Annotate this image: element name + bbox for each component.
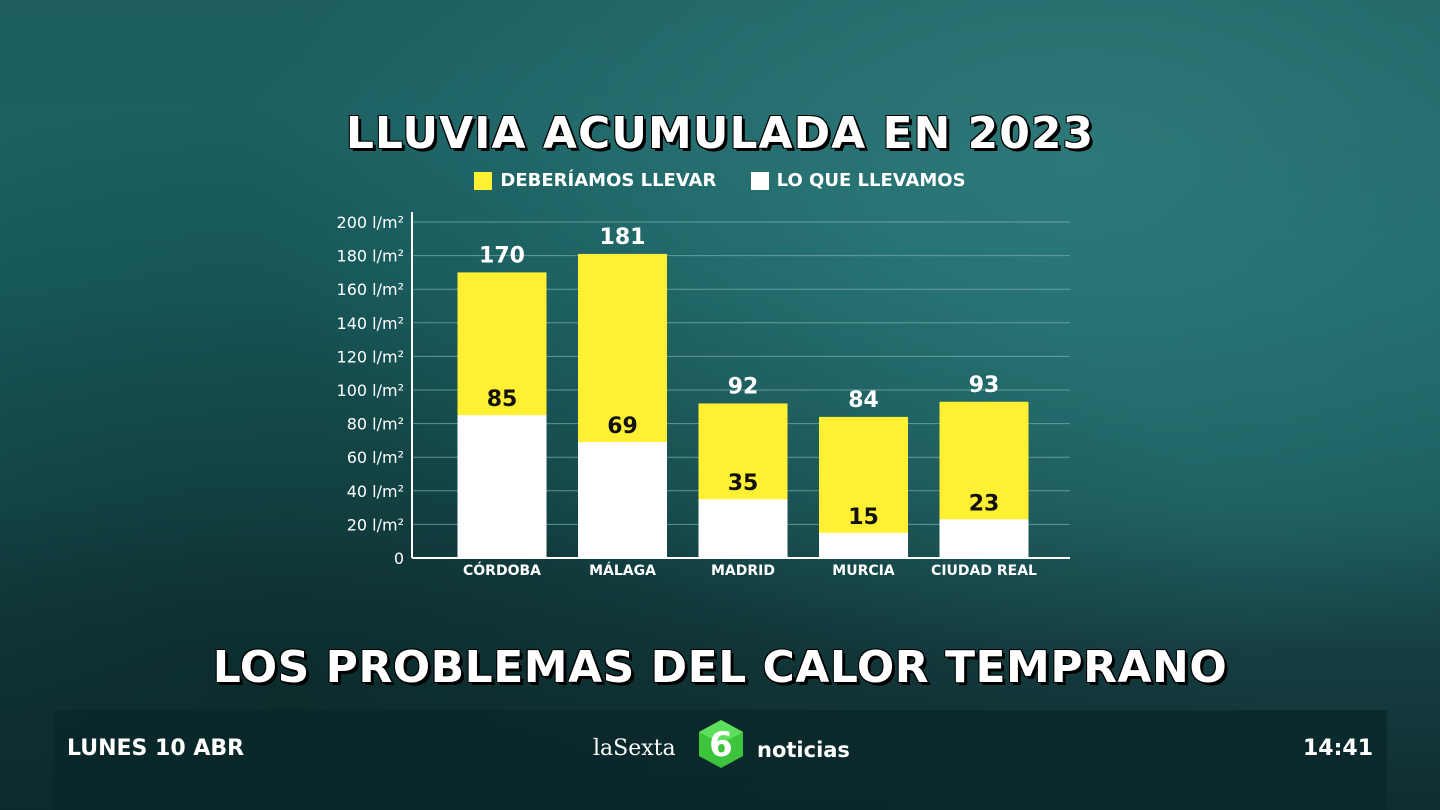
six-logo-icon: 6 [699,720,743,768]
ticker-date: LUNES 10 ABR [67,736,245,761]
y-tick-label: 120 l/m² [337,347,404,366]
y-tick-label: 180 l/m² [337,247,404,266]
data-label-llevamos: 35 [728,471,759,496]
chart-title: LLUVIA ACUMULADA EN 2023 [345,108,1095,159]
chart-legend: DEBERÍAMOS LLEVAR LO QUE LLEVAMOS [0,170,1440,195]
legend-label-deberiamos: DEBERÍAMOS LLEVAR [500,170,717,191]
bar-lo-que-llevamos [819,532,908,558]
logo-brand-text: laSexta [593,736,676,761]
data-label-llevamos: 69 [607,414,638,439]
x-tick-label: MURCIA [832,563,895,579]
legend-item-llevamos: LO QUE LLEVAMOS [750,170,966,191]
headline: LOS PROBLEMAS DEL CALOR TEMPRANO [212,642,1228,693]
data-label-llevamos: 23 [969,491,1000,516]
bar-lo-que-llevamos [578,442,667,558]
news-ticker-bar: LUNES 10 ABR laSexta 6 noticias 14:41 [53,710,1387,810]
x-tick-label: MÁLAGA [589,562,656,579]
y-tick-label: 80 l/m² [347,415,404,434]
y-tick-label: 60 l/m² [347,448,404,467]
data-label-deberiamos: 181 [600,225,646,250]
x-tick-label: CÓRDOBA [463,561,541,579]
y-tick-label: 40 l/m² [347,482,404,501]
ticker-time: 14:41 [1302,736,1373,761]
legend-item-deberiamos: DEBERÍAMOS LLEVAR [474,170,716,191]
y-tick-label: 20 l/m² [347,515,404,534]
x-tick-label: MADRID [711,563,775,579]
data-label-deberiamos: 92 [728,374,759,399]
data-label-deberiamos: 170 [479,243,525,268]
y-tick-label: 0 [394,549,404,568]
logo-section-text: noticias [757,738,850,762]
y-tick-label: 200 l/m² [337,213,404,232]
bar-lo-que-llevamos [939,519,1029,558]
legend-label-llevamos: LO QUE LLEVAMOS [776,170,966,191]
y-tick-label: 160 l/m² [337,280,404,299]
x-tick-label: CIUDAD REAL [931,563,1037,579]
y-tick-label: 140 l/m² [337,314,404,333]
data-label-llevamos: 15 [848,505,879,530]
channel-logo: laSexta 6 noticias [593,716,873,786]
data-label-llevamos: 85 [487,387,518,412]
bar-lo-que-llevamos [698,499,788,558]
y-tick-label: 100 l/m² [337,381,404,400]
bar-lo-que-llevamos [457,415,547,558]
data-label-deberiamos: 84 [848,388,879,413]
logo-mark-text: 6 [709,725,733,765]
legend-swatch-white [750,171,769,190]
data-label-deberiamos: 93 [969,373,1000,398]
legend-swatch-yellow [474,171,493,190]
